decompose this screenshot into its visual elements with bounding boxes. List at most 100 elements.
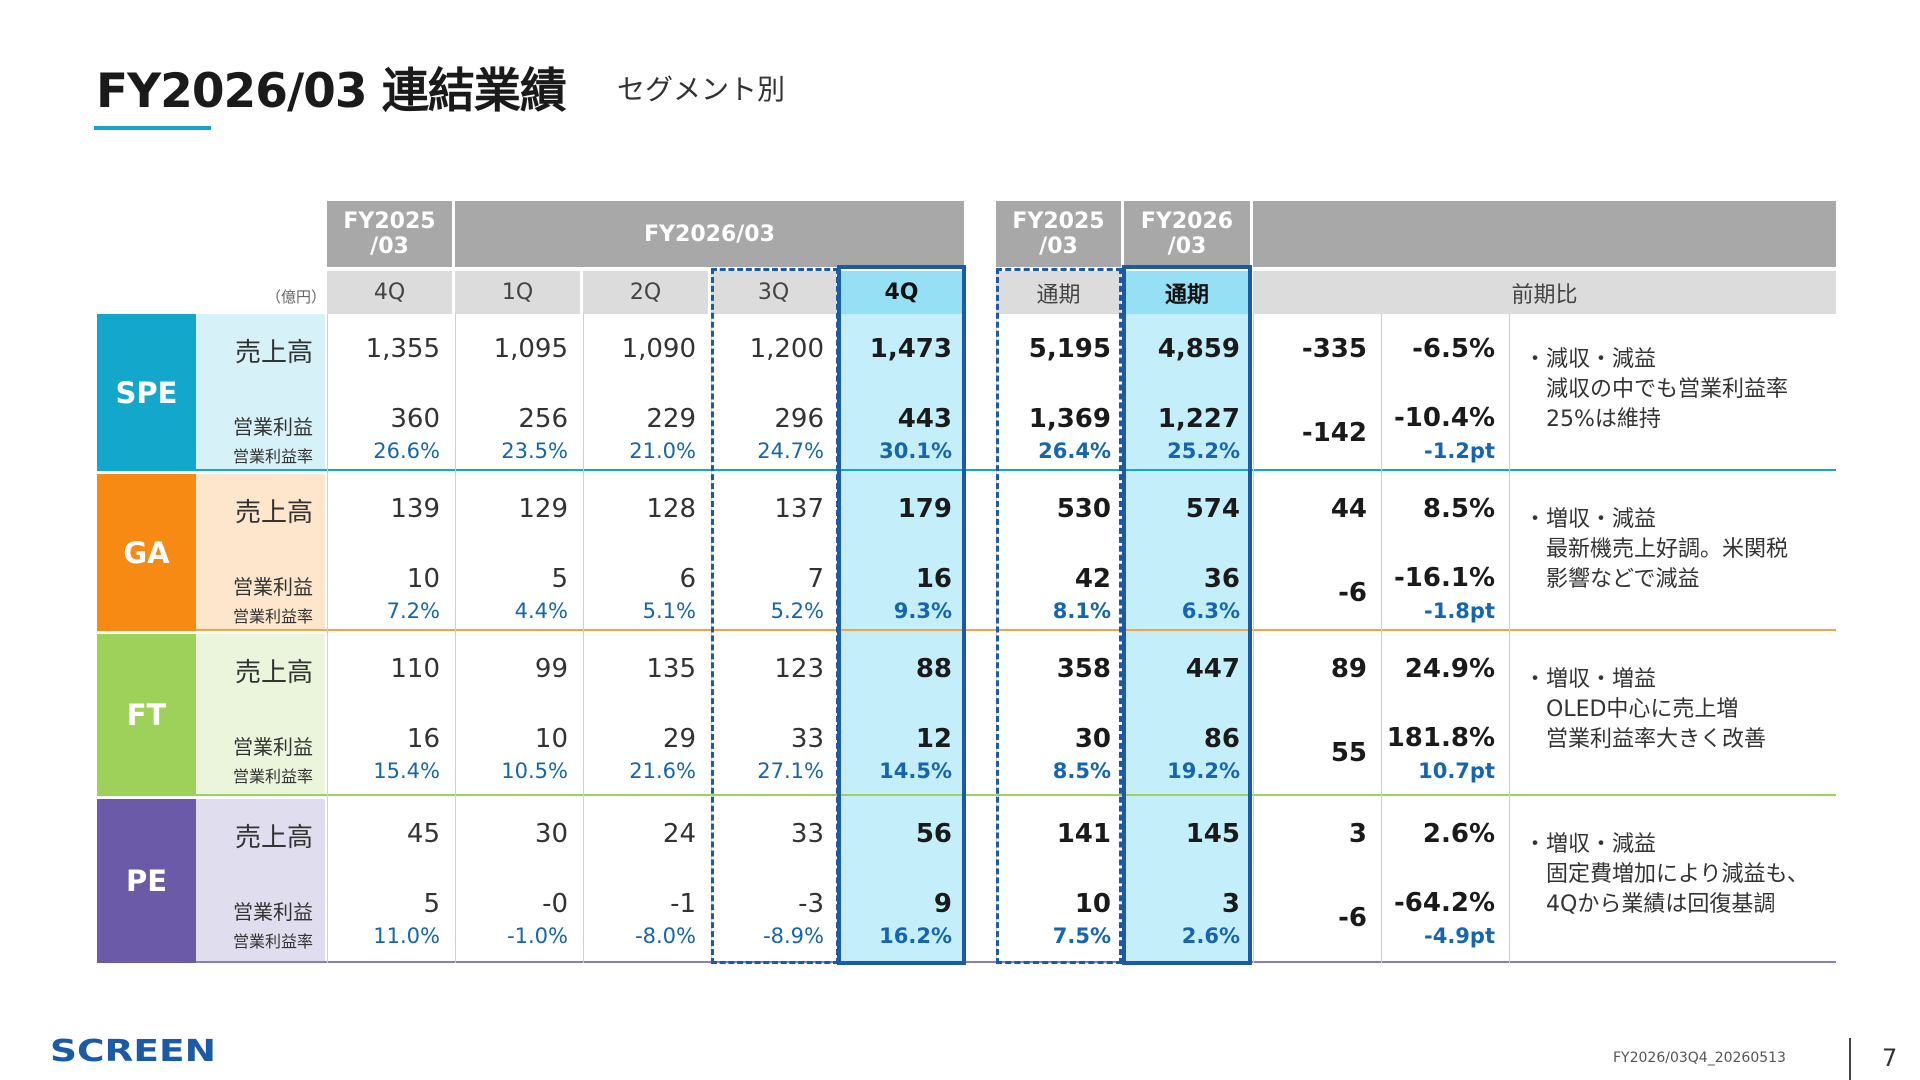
value-pe-sales-6: 145	[1185, 819, 1240, 849]
value-spe-op-1: 256	[518, 404, 568, 434]
value-ft-op-5: 30	[1074, 724, 1111, 754]
header-fy2025-annual: FY2025 /03	[996, 201, 1121, 267]
title-underline	[94, 126, 211, 130]
value-ga-op-3: 7	[807, 564, 824, 594]
grid-vline	[327, 314, 328, 963]
label-sales: 売上高	[234, 498, 313, 528]
header-fy2026-quarter: FY2026/03	[455, 201, 964, 267]
value-ga-sales-2: 128	[646, 494, 696, 524]
value-pe-sales-2: 24	[662, 819, 696, 849]
box-4q-solid	[837, 265, 966, 965]
value-pe-margin-5: 7.5%	[1052, 924, 1111, 948]
header-blank	[1253, 201, 1836, 267]
value-ga-op-6: 36	[1203, 564, 1240, 594]
value-pe-op-8: -64.2%	[1394, 888, 1495, 918]
unit-label: （億円）	[265, 288, 326, 306]
value-ft-sales-8: 24.9%	[1404, 654, 1495, 684]
value-spe-op-8: -10.4%	[1394, 403, 1495, 433]
value-spe-sales-8: -6.5%	[1412, 334, 1495, 364]
box-fy25-dashed	[996, 268, 1122, 964]
box-3q-dashed	[711, 268, 839, 964]
highlight-fy26-annual	[1124, 314, 1250, 963]
segment-ga-divider	[196, 629, 1836, 631]
col-1q: 1Q	[455, 271, 580, 314]
label-sales: 売上高	[234, 823, 313, 853]
value-spe-margin-0: 26.6%	[373, 439, 440, 463]
value-ga-op-1: 5	[551, 564, 568, 594]
value-ft-op-4: 12	[915, 724, 952, 754]
value-ft-margin-6: 19.2%	[1167, 759, 1240, 783]
value-pe-sales-3: 33	[790, 819, 824, 849]
value-spe-op-6: 1,227	[1157, 404, 1240, 434]
screen-logo: SCREEN	[50, 1034, 216, 1066]
grid-vline	[1509, 314, 1510, 963]
value-pe-op-2: -1	[670, 889, 696, 919]
segment-pe-labels: 売上高 営業利益 営業利益率	[196, 799, 325, 963]
label-margin: 営業利益率	[232, 932, 313, 951]
value-pe-op-7: -6	[1338, 903, 1367, 933]
value-pe-sales-4: 56	[915, 819, 952, 849]
value-ga-margin-8: -1.8pt	[1424, 599, 1495, 623]
segment-ft: FT	[97, 634, 196, 796]
label-margin: 営業利益率	[232, 607, 313, 626]
value-spe-margin-8: -1.2pt	[1424, 439, 1495, 463]
comment-pe: ・増収・減益 固定費増加により減益も、 4Qから業績は回復基調	[1524, 832, 1809, 917]
value-ft-margin-3: 27.1%	[757, 759, 824, 783]
page-subtitle: セグメント別	[617, 73, 786, 106]
value-ga-margin-4: 9.3%	[893, 599, 952, 623]
footer-doc-id: FY2026/03Q4_20260513	[1613, 1050, 1786, 1066]
value-ga-sales-3: 137	[774, 494, 824, 524]
value-ft-sales-3: 123	[774, 654, 824, 684]
value-ga-margin-5: 8.1%	[1052, 599, 1111, 623]
value-spe-sales-4: 1,473	[869, 334, 952, 364]
segment-spe: SPE	[97, 314, 196, 471]
value-pe-sales-5: 141	[1056, 819, 1111, 849]
col-fy25-annual: 通期	[996, 271, 1121, 314]
value-spe-op-5: 1,369	[1028, 404, 1111, 434]
value-ga-op-2: 6	[679, 564, 696, 594]
value-ga-sales-7: 44	[1330, 494, 1367, 524]
col-2q: 2Q	[583, 271, 708, 314]
grid-vline	[1253, 314, 1254, 963]
value-ft-op-2: 29	[662, 724, 696, 754]
value-pe-op-0: 5	[423, 889, 440, 919]
value-ft-sales-0: 110	[390, 654, 440, 684]
header-fy2026-annual: FY2026 /03	[1124, 201, 1250, 267]
value-spe-sales-7: -335	[1301, 334, 1367, 364]
value-ft-margin-4: 14.5%	[879, 759, 952, 783]
label-margin: 営業利益率	[232, 767, 313, 786]
value-ft-op-1: 10	[534, 724, 568, 754]
value-ga-op-0: 10	[406, 564, 440, 594]
value-pe-margin-2: -8.0%	[635, 924, 696, 948]
label-op: 営業利益	[233, 735, 313, 759]
label-sales: 売上高	[234, 338, 313, 368]
value-ga-sales-8: 8.5%	[1422, 494, 1495, 524]
segment-pe: PE	[97, 799, 196, 963]
value-ft-sales-4: 88	[915, 654, 952, 684]
value-pe-op-3: -3	[798, 889, 824, 919]
value-ft-margin-8: 10.7pt	[1418, 759, 1495, 783]
value-ga-margin-3: 5.2%	[770, 599, 824, 623]
value-ft-sales-5: 358	[1056, 654, 1111, 684]
value-ft-margin-1: 10.5%	[501, 759, 568, 783]
value-spe-sales-3: 1,200	[749, 334, 824, 364]
value-ft-op-8: 181.8%	[1386, 723, 1495, 753]
value-pe-margin-4: 16.2%	[879, 924, 952, 948]
box-fy26-solid	[1122, 265, 1252, 965]
segment-spe-labels: 売上高 営業利益 営業利益率	[196, 314, 325, 471]
grid-vline	[583, 314, 584, 963]
value-spe-sales-1: 1,095	[493, 334, 568, 364]
grid-vline	[1381, 314, 1382, 963]
value-spe-op-0: 360	[390, 404, 440, 434]
value-pe-sales-8: 2.6%	[1422, 819, 1495, 849]
footer-separator	[1849, 1038, 1851, 1080]
value-ga-sales-5: 530	[1056, 494, 1111, 524]
value-pe-op-1: -0	[542, 889, 568, 919]
label-op: 営業利益	[233, 415, 313, 439]
value-ga-margin-0: 7.2%	[386, 599, 440, 623]
value-ga-sales-0: 139	[390, 494, 440, 524]
col-yoy: 前期比	[1253, 271, 1836, 314]
segment-ga-labels: 売上高 営業利益 営業利益率	[196, 474, 325, 631]
value-ft-op-7: 55	[1330, 738, 1367, 768]
value-ga-margin-1: 4.4%	[514, 599, 568, 623]
